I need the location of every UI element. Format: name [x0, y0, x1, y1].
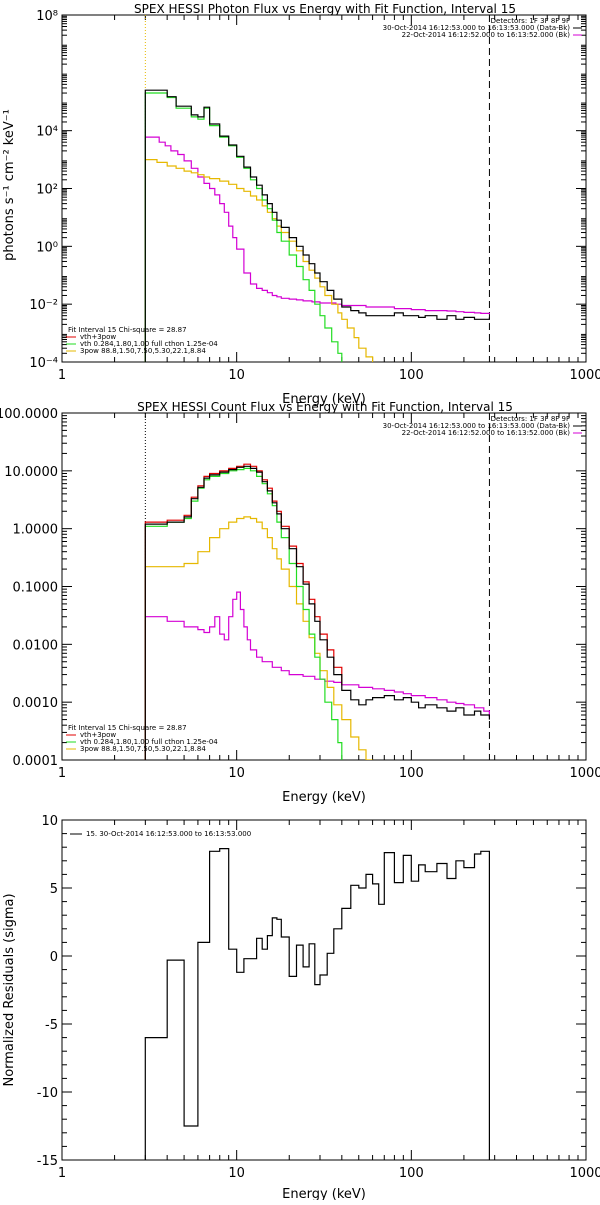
series-line-third — [144, 136, 490, 362]
y-tick-label: -10 — [37, 1086, 58, 1101]
y-tick-label: 0.0100 — [13, 638, 59, 653]
y-tick-label: 1.0000 — [13, 523, 59, 538]
residuals-ylabel: Normalized Residuals (sigma) — [2, 893, 17, 1086]
photon-flux-title: SPEX HESSI Photon Flux vs Energy with Fi… — [134, 2, 516, 16]
legend-top-right-entry: 30-Oct-2014 16:12:53.000 to 16:13:53.000… — [383, 422, 571, 430]
x-tick-label: 1000 — [569, 1166, 600, 1181]
y-tick-label: 0.0010 — [13, 696, 59, 711]
photon-flux-panel: SPEX HESSI Photon Flux vs Energy with Fi… — [2, 2, 600, 407]
count-flux-title: SPEX HESSI Count Flux vs Energy with Fit… — [137, 400, 513, 414]
y-tick-label: 0 — [50, 950, 58, 965]
series-line-third — [144, 591, 490, 760]
photon-flux-ylabel: photons s⁻¹ cm⁻² keV⁻¹ — [2, 109, 17, 261]
y-tick-label: -5 — [45, 1018, 58, 1033]
residuals-xlabel: Energy (keV) — [282, 1187, 366, 1200]
series-line-total — [144, 465, 490, 760]
legend-top-right-entry: Detectors: 1F 3F 8F 9F — [491, 415, 570, 423]
legend-bottom-left-entry: Fit Interval 15 Chi-square = 28.87 — [68, 724, 187, 732]
series-line-total — [144, 848, 490, 1160]
x-tick-label: 100 — [399, 766, 424, 781]
legend-bottom-left-entry: Fit Interval 15 Chi-square = 28.87 — [68, 326, 187, 334]
y-tick-label: 10⁻² — [29, 298, 58, 313]
x-tick-label: 1 — [58, 368, 66, 383]
y-tick-label: 0.0001 — [13, 754, 59, 769]
legend-top-right-entry: 22-Oct-2014 16:12:52.000 to 16:13:52.000… — [402, 429, 571, 437]
y-tick-label: 10⁸ — [36, 9, 58, 24]
y-tick-label: -15 — [37, 1154, 58, 1169]
legend-bottom-left-entry: 3pow 88.8,1.50,7.50,5.30,22.1,8.84 — [80, 347, 206, 355]
y-tick-label: 10⁴ — [36, 125, 58, 140]
x-tick-label: 1 — [58, 1166, 66, 1181]
legend-top-right-entry: 22-Oct-2014 16:12:52.000 to 16:13:52.000… — [402, 31, 571, 39]
legend-top-right-entry: Detectors: 1F 3F 8F 9F — [491, 17, 570, 25]
plot-frame — [61, 14, 587, 363]
legend-bottom-left-entry: vth 0.284,1.80,1.00 full cthon 1.25e-04 — [80, 738, 218, 746]
x-tick-label: 10 — [228, 368, 245, 383]
x-tick-label: 100 — [399, 368, 424, 383]
legend-bottom-left-entry: 3pow 88.8,1.50,7.50,5.30,22.1,8.84 — [80, 745, 206, 753]
legend-top-left-entry: 15. 30-Oct-2014 16:12:53.000 to 16:13:53… — [86, 830, 251, 838]
legend-bottom-left-entry: vth+3pow — [80, 731, 116, 739]
series-line-vth — [144, 92, 343, 362]
y-tick-label: 100.0000 — [0, 407, 58, 422]
legend-bottom-left-entry: vth+3pow — [80, 333, 116, 341]
residuals-panel: Energy (keV) Normalized Residuals (sigma… — [2, 814, 600, 1202]
y-tick-label: 10 — [41, 814, 58, 829]
y-tick-label: 10⁻⁴ — [29, 356, 58, 371]
y-tick-label: 5 — [50, 882, 58, 897]
x-tick-label: 1 — [58, 766, 66, 781]
count-flux-xlabel: Energy (keV) — [282, 790, 366, 805]
legend-top-right-entry: 30-Oct-2014 16:12:53.000 to 16:13:53.000… — [383, 24, 571, 32]
series-line-vth — [144, 467, 343, 760]
x-tick-label: 10 — [228, 1166, 245, 1181]
photon-flux-xlabel: Energy (keV) — [282, 392, 366, 407]
plot-frame — [61, 819, 587, 1161]
y-tick-label: 10⁰ — [36, 240, 58, 255]
x-tick-label: 1000 — [569, 368, 600, 383]
y-tick-label: 10.0000 — [4, 465, 58, 480]
series-line-bpow — [144, 516, 373, 760]
legend-bottom-left-entry: vth 0.284,1.80,1.00 full cthon 1.25e-04 — [80, 340, 218, 348]
x-tick-label: 1000 — [569, 766, 600, 781]
y-tick-label: 10² — [36, 183, 58, 198]
x-tick-label: 10 — [228, 766, 245, 781]
series-line-total — [144, 89, 490, 362]
x-tick-label: 100 — [399, 1166, 424, 1181]
y-tick-label: 0.1000 — [13, 581, 59, 596]
count-flux-panel: SPEX HESSI Count Flux vs Energy with Fit… — [0, 400, 600, 805]
plot-frame — [61, 412, 587, 761]
